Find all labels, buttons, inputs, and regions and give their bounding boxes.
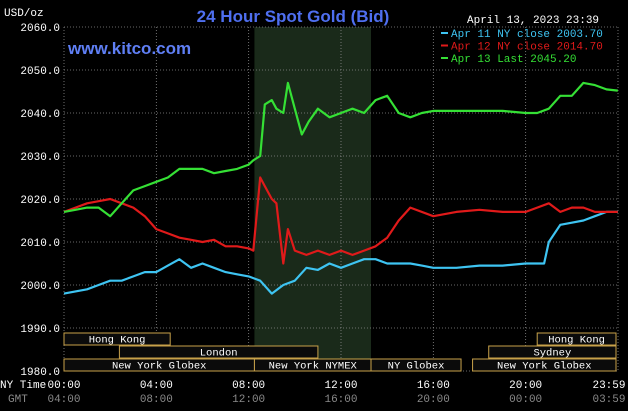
x-tick-ny: 20:00 — [509, 380, 542, 392]
series-line-2 — [63, 81, 618, 218]
chart-title: 24 Hour Spot Gold (Bid) — [197, 7, 390, 26]
y-tick-label: 1990.0 — [20, 324, 60, 336]
session-box-1 — [536, 332, 617, 346]
session-label-5: New York NYMEX — [269, 361, 358, 373]
session-box-6 — [370, 358, 462, 372]
session-label-4: New York Globex — [112, 361, 207, 373]
nymex-highlight-band — [254, 27, 372, 371]
session-label-7: New York Globex — [497, 361, 592, 373]
session-label-3: Sydney — [533, 348, 571, 360]
ny-time-row-label: NY Time — [0, 380, 46, 392]
x-tick-ny: 23:59 — [592, 380, 625, 392]
x-tick-ny: 00:00 — [47, 380, 80, 392]
x-axis: 00:00 04:00 08:00 12:00 16:00 20:00 23:59 04:00… — [47, 380, 625, 406]
website-label[interactable]: www.kitco.com — [67, 39, 191, 58]
x-tick-gmt: 03:59 — [592, 394, 625, 406]
x-tick-gmt: 16:00 — [324, 394, 357, 406]
unit-label: USD/oz — [4, 8, 44, 20]
x-tick-gmt: 12:00 — [232, 394, 265, 406]
session-label-0: Hong Kong — [89, 335, 146, 347]
session-box-3 — [488, 345, 617, 359]
y-tick-label: 2050.0 — [20, 66, 60, 78]
y-tick-label: 2030.0 — [20, 152, 60, 164]
y-tick-label: 2010.0 — [20, 238, 60, 250]
legend-entry-1: Apr 12 NY close 2014.70 — [451, 42, 603, 54]
y-tick-label: 1980.0 — [20, 367, 60, 379]
session-label-2: London — [200, 348, 238, 360]
gmt-row-label: GMT — [8, 394, 28, 406]
date-label: April 13, 2023 23:39 — [467, 15, 599, 27]
session-label-1: Hong Kong — [548, 335, 605, 347]
x-tick-ny: 12:00 — [324, 380, 357, 392]
x-tick-ny: 16:00 — [417, 380, 450, 392]
y-tick-label: 2060.0 — [20, 23, 60, 35]
x-tick-gmt: 00:00 — [509, 394, 542, 406]
x-tick-ny: 08:00 — [232, 380, 265, 392]
x-tick-ny: 04:00 — [140, 380, 173, 392]
x-tick-gmt: 08:00 — [140, 394, 173, 406]
series-line-1 — [63, 176, 618, 265]
series-line-0 — [63, 210, 618, 295]
legend-entry-2: Apr 13 Last 2045.20 — [451, 54, 576, 66]
session-label-6: NY Globex — [388, 361, 445, 373]
session-box-7 — [472, 358, 617, 372]
y-tick-label: 2020.0 — [20, 195, 60, 207]
x-tick-gmt: 20:00 — [417, 394, 450, 406]
plot-area: 2060.0 2050.0 2040.0 2030.0 2020.0 2010.0 2000… — [20, 23, 619, 379]
legend-entry-0: Apr 11 NY close 2003.70 — [451, 29, 603, 41]
session-box-0 — [63, 332, 171, 346]
y-tick-label: 2000.0 — [20, 281, 60, 293]
x-tick-gmt: 04:00 — [47, 394, 80, 406]
y-tick-label: 2040.0 — [20, 109, 60, 121]
session-box-2 — [118, 345, 319, 359]
